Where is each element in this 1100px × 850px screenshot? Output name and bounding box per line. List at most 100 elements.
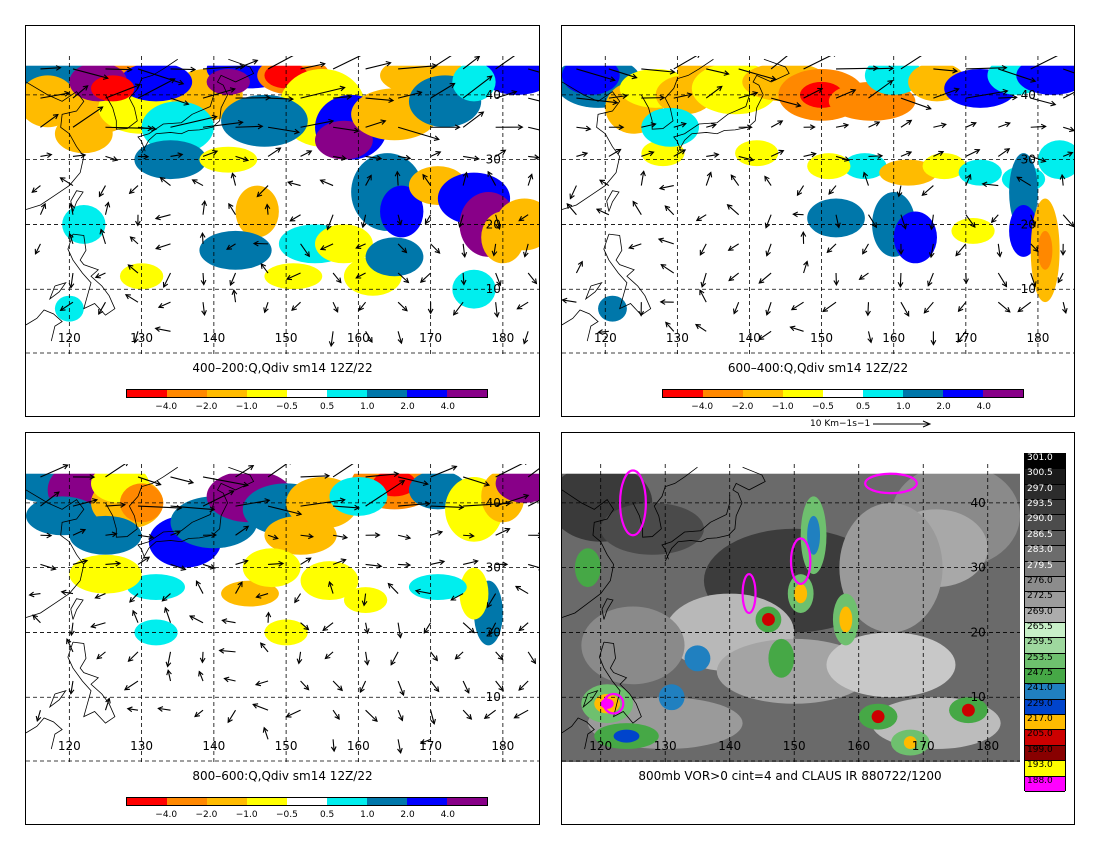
lon-tick-label: 140	[202, 739, 225, 753]
q-vector-arrow	[430, 56, 452, 70]
ir-colorbar-label: 229.0	[1027, 698, 1053, 709]
panel-title: 800–600:Q,Qdiv sm14 12Z/22	[192, 769, 373, 783]
map-vor-claus-ir: 120 130 140 150 160 170 180 10 20 30 40	[562, 464, 1020, 762]
colorbar-tick-label: 0.5	[319, 402, 335, 412]
q-vector-arrow	[90, 622, 106, 629]
qdiv-contour-fill	[864, 56, 923, 95]
q-vector-arrow	[396, 622, 403, 639]
lon-tick-label: 130	[654, 739, 677, 753]
coastline-segment	[664, 466, 766, 562]
lon-tick-label: 130	[130, 739, 153, 753]
q-vector-arrow	[68, 272, 75, 289]
q-vector-arrow	[495, 527, 511, 536]
q-vector-arrow	[94, 593, 106, 599]
q-vector-arrow	[463, 559, 479, 565]
q-vector-arrow	[430, 530, 444, 536]
panel-title: 800mb VOR>0 cint=4 and CLAUS IR 880722/1…	[638, 769, 942, 783]
vorticity-contour	[602, 692, 625, 715]
colorbar-ticks: −4.0 −2.0 −1.0 −0.5 0.5 1.0 2.0 4.0	[662, 402, 1024, 414]
q-vector-arrow	[927, 272, 934, 287]
q-vector-arrow	[333, 94, 353, 100]
q-vector-arrow	[35, 710, 42, 722]
q-vector-arrow	[462, 75, 493, 99]
lat-tick-label: 20	[1021, 217, 1036, 231]
q-vector-arrow	[981, 181, 999, 188]
q-vector-arrow	[706, 152, 720, 158]
q-vector-arrow	[235, 525, 250, 536]
reference-arrow-icon	[873, 420, 932, 427]
lat-tick-label: 40	[970, 496, 985, 510]
lat-tick-label: 10	[1021, 282, 1036, 296]
qdiv-contour-fill	[300, 561, 359, 601]
map-top-margin	[562, 56, 1074, 66]
q-vector-arrow	[705, 85, 723, 99]
q-vector-arrow	[803, 124, 816, 131]
map-top-margin	[26, 464, 539, 474]
ir-colorbar-cell: 199.0	[1025, 745, 1065, 762]
q-vector-arrow	[770, 97, 802, 108]
q-vector-arrow	[965, 173, 972, 186]
colorbar-swatch	[943, 390, 983, 397]
q-vector-arrow	[267, 147, 282, 157]
q-vector-arrow	[738, 68, 777, 82]
ir-colorbar-cell: 253.5	[1025, 653, 1065, 670]
q-vector-arrow	[868, 79, 894, 99]
q-vector-arrow	[332, 126, 360, 134]
q-vector-arrow	[235, 123, 264, 130]
ir-colorbar-cell: 247.5	[1025, 668, 1065, 685]
qdiv-contour-fill	[459, 567, 489, 620]
colorbar-swatch	[207, 798, 247, 805]
ir-colorbar-label: 301.0	[1027, 453, 1053, 463]
q-vector-arrow	[72, 474, 96, 480]
ir-colorbar-cell: 300.5	[1025, 468, 1065, 485]
q-vector-arrow	[486, 593, 497, 609]
q-vector-arrow	[657, 237, 674, 245]
q-vector-arrow	[706, 122, 717, 129]
qdiv-contour-fill	[879, 159, 937, 186]
lat-tick-label: 30	[486, 561, 501, 575]
qdiv-contour-fill	[343, 587, 388, 613]
q-vector-arrow	[363, 622, 370, 635]
q-vector-arrow	[361, 593, 368, 607]
lon-tick-label: 140	[738, 331, 761, 345]
q-vector-arrow	[72, 152, 87, 159]
panel-600-400: 120 130 140 150 160 170 180 10 20 30 40 600–400:Q,…	[561, 25, 1075, 417]
ir-cloud-patch	[581, 606, 685, 685]
q-vector-arrow	[105, 66, 133, 73]
ir-colorbar: 301.0 300.5 297.0 293.5 290.0 286.5 283.0 279.5…	[1024, 453, 1066, 792]
q-vector-arrow	[259, 642, 269, 653]
q-vector-arrow	[332, 464, 354, 478]
q-vector-arrow	[137, 68, 185, 86]
q-vector-arrow	[562, 297, 577, 304]
colorbar-swatch	[207, 390, 247, 397]
q-vector-arrow	[124, 294, 139, 303]
q-vector-arrow	[327, 580, 334, 594]
q-vector-arrow	[264, 203, 271, 215]
q-vector-arrow	[157, 706, 171, 712]
coastline	[26, 58, 255, 342]
ir-colorbar-cell: 272.5	[1025, 591, 1065, 608]
q-vector-arrow	[764, 175, 772, 186]
q-vector-arrow	[695, 214, 707, 222]
q-vector-arrow	[68, 232, 74, 245]
q-vector-arrow	[923, 301, 934, 314]
colorbar-swatch	[247, 390, 287, 397]
q-vector-arrow	[835, 214, 841, 229]
q-vector-arrow	[933, 87, 960, 99]
q-vector-arrow	[858, 272, 869, 280]
q-vector-arrow	[868, 65, 895, 72]
q-vector-arrow	[792, 211, 804, 218]
coastline	[562, 58, 790, 342]
q-vector-arrow	[300, 473, 331, 479]
ir-convection-cell	[768, 638, 795, 678]
q-vector-arrow	[34, 243, 41, 255]
q-vector-arrow	[900, 56, 922, 70]
q-vector-arrow	[170, 97, 190, 106]
coastline-segment	[70, 598, 84, 620]
q-vector-arrow	[527, 173, 534, 186]
q-vector-arrow	[463, 532, 475, 539]
lat-tick-label: 40	[486, 496, 501, 510]
ir-colorbar-cell: 205.0	[1025, 729, 1065, 746]
qdiv-contour-fill	[408, 574, 467, 601]
